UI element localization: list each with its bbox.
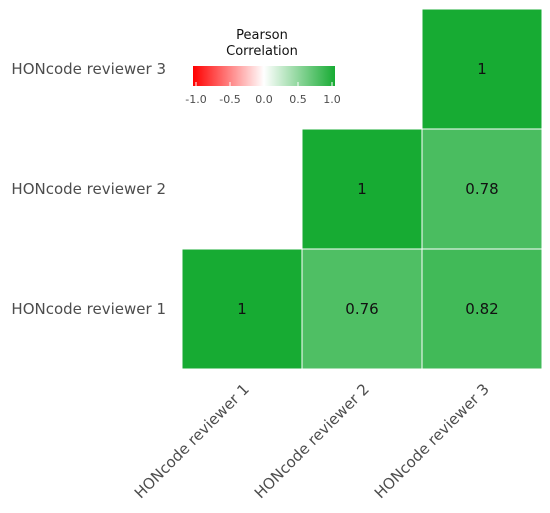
heatmap-cells: [181, 8, 543, 370]
heatmap-cell-value: 1: [237, 300, 247, 318]
y-tick-label: HONcode reviewer 1: [11, 300, 166, 318]
legend: Pearson Correlation -1.0 -0.5 0.0 0.5 1.0: [185, 28, 340, 106]
legend-tick-label: 1.0: [323, 93, 341, 106]
heatmap-cell-value: 0.82: [465, 300, 498, 318]
y-axis: HONcode reviewer 1 HONcode reviewer 2 HONc…: [11, 60, 166, 318]
heatmap-cell: [421, 128, 543, 250]
legend-tick-label: -1.0: [185, 93, 206, 106]
legend-ticks: -1.0 -0.5 0.0 0.5 1.0: [185, 82, 341, 106]
heatmap-cell-value: 1: [477, 60, 487, 78]
y-tick-label: HONcode reviewer 3: [11, 60, 166, 78]
heatmap-cell: [181, 248, 303, 370]
x-tick-label: HONcode reviewer 3: [371, 380, 493, 502]
legend-tick-label: -0.5: [219, 93, 240, 106]
legend-title-line2: Correlation: [226, 44, 298, 59]
heatmap-cell-value: 0.78: [465, 180, 498, 198]
legend-tick-label: 0.0: [255, 93, 273, 106]
heatmap-cell-labels: 1 0.76 0.82 1 0.78 1: [237, 60, 498, 318]
heatmap-cell: [421, 8, 543, 130]
heatmap-cell-value: 0.76: [345, 300, 378, 318]
heatmap-cell: [301, 128, 423, 250]
y-tick-label: HONcode reviewer 2: [11, 180, 166, 198]
legend-colorbar: [193, 66, 335, 86]
legend-tick-label: 0.5: [289, 93, 307, 106]
legend-title-line1: Pearson: [236, 28, 288, 43]
x-tick-label: HONcode reviewer 1: [131, 380, 253, 502]
heatmap-cell: [301, 248, 423, 370]
heatmap-cell-value: 1: [357, 180, 367, 198]
x-tick-label: HONcode reviewer 2: [251, 380, 373, 502]
